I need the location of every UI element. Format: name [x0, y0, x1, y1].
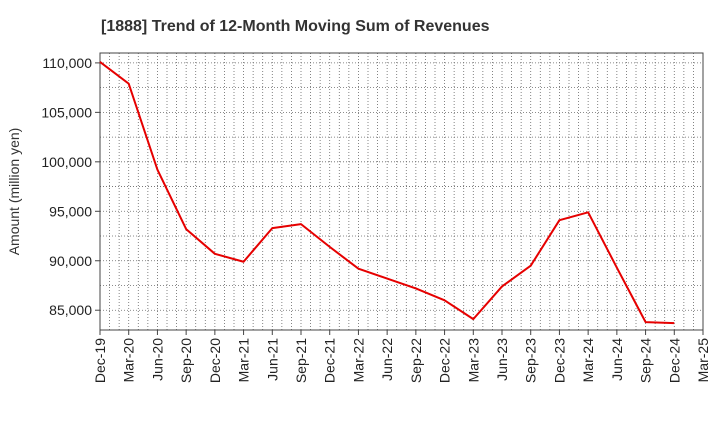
x-tick-label: Mar-21 — [236, 338, 252, 383]
y-tick-label: 100,000 — [41, 154, 92, 170]
y-tick-label: 90,000 — [49, 253, 92, 269]
plot-frame — [99, 52, 704, 331]
x-tick-label: Mar-23 — [465, 338, 481, 383]
chart-title: [1888] Trend of 12-Month Moving Sum of R… — [101, 18, 490, 35]
x-tick-label: Dec-22 — [437, 338, 453, 383]
x-tick-label: Sep-23 — [523, 338, 539, 383]
x-tick-label: Jun-20 — [149, 338, 165, 381]
x-tick-label: Sep-22 — [408, 338, 424, 383]
y-axis-label: Amount (million yen) — [6, 128, 22, 256]
x-tick-label: Jun-22 — [379, 338, 395, 381]
x-tick-label: Sep-20 — [178, 338, 194, 383]
y-axis-ticks: 85,000 90,000 95,000 100,000 105,000 110,000 — [41, 55, 100, 318]
x-tick-label: Sep-24 — [638, 338, 654, 383]
x-tick-label: Jun-24 — [609, 338, 625, 381]
x-tick-label: Dec-24 — [666, 338, 682, 383]
x-axis-ticks: Dec-19 Mar-20 Jun-20 Sep-20 Dec-20 Mar-21 Jun-… — [92, 330, 711, 383]
grid-lines — [99, 53, 704, 330]
x-tick-label: Dec-23 — [551, 338, 567, 383]
x-tick-label: Mar-25 — [695, 338, 711, 383]
y-tick-label: 95,000 — [49, 203, 92, 219]
x-tick-label: Dec-21 — [322, 338, 338, 383]
series-line — [99, 61, 675, 325]
x-tick-label: Jun-23 — [494, 338, 510, 381]
x-tick-label: Dec-20 — [207, 338, 223, 383]
x-tick-label: Dec-19 — [92, 338, 108, 383]
x-tick-label: Sep-21 — [293, 338, 309, 383]
series-group — [99, 61, 675, 325]
y-tick-label: 85,000 — [49, 302, 92, 318]
x-tick-label: Jun-21 — [264, 338, 280, 381]
y-tick-label: 110,000 — [42, 55, 92, 71]
y-tick-label: 105,000 — [41, 104, 92, 120]
x-tick-label: Mar-22 — [350, 338, 366, 383]
x-tick-label: Mar-20 — [121, 338, 137, 383]
x-tick-label: Mar-24 — [580, 338, 596, 383]
